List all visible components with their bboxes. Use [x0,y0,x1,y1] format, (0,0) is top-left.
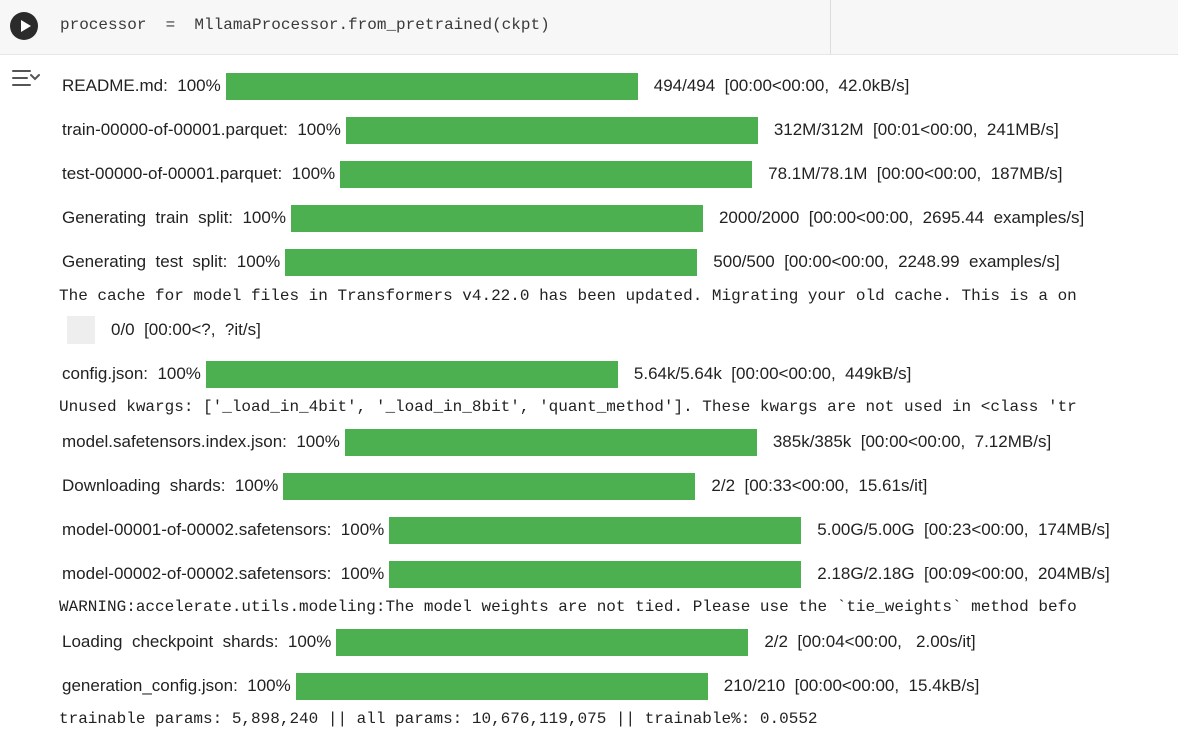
progress-label: Generating test split: 100% [62,252,281,271]
console-message: The cache for model files in Transformer… [59,287,1077,305]
progress-bar-empty [67,316,95,344]
progress-label: test-00000-of-00001.parquet: 100% [62,164,336,183]
progress-label: README.md: 100% [62,76,221,95]
progress-bar [225,72,638,100]
progress-label: model-00001-of-00002.safetensors: 100% [62,520,385,539]
progress-stats: 2.18G/2.18G [00:09<00:00, 204MB/s] [817,564,1110,583]
progress-row: test-00000-of-00001.parquet: 100% 78.1M/… [62,160,1063,188]
progress-label: Generating train split: 100% [62,208,286,227]
progress-row: README.md: 100% 494/494 [00:00<00:00, 42… [62,72,909,100]
progress-row: 0/0 [00:00<?, ?it/s] [67,316,261,344]
progress-stats: 2000/2000 [00:00<00:00, 2695.44 examples… [718,208,1085,227]
progress-bar [205,360,618,388]
progress-row: generation_config.json: 100% 210/210 [00… [62,672,979,700]
progress-label: model-00002-of-00002.safetensors: 100% [62,564,385,583]
progress-bar [389,516,802,544]
progress-label: model.safetensors.index.json: 100% [62,432,340,451]
progress-label: config.json: 100% [62,364,201,383]
progress-stats: 312M/312M [00:01<00:00, 241MB/s] [773,120,1059,139]
progress-row: Loading checkpoint shards: 100% 2/2 [00:… [62,628,976,656]
progress-row: config.json: 100% 5.64k/5.64k [00:00<00:… [62,360,911,388]
trainable-params-output: trainable params: 5,898,240 || all param… [59,710,818,728]
progress-label: Loading checkpoint shards: 100% [62,632,332,651]
progress-bar [295,672,708,700]
progress-row: model-00001-of-00002.safetensors: 100% 5… [62,516,1110,544]
progress-bar [340,160,753,188]
progress-stats: 0/0 [00:00<?, ?it/s] [111,320,261,339]
progress-row: model-00002-of-00002.safetensors: 100% 2… [62,560,1110,588]
progress-row: model.safetensors.index.json: 100% 385k/… [62,428,1051,456]
cell-divider [830,0,831,54]
progress-bar [345,116,758,144]
progress-stats: 2/2 [00:04<00:00, 2.00s/it] [764,632,976,651]
progress-label: generation_config.json: 100% [62,676,291,695]
progress-bar [344,428,757,456]
progress-stats: 78.1M/78.1M [00:00<00:00, 187MB/s] [768,164,1063,183]
progress-stats: 5.64k/5.64k [00:00<00:00, 449kB/s] [633,364,912,383]
console-message: Unused kwargs: ['_load_in_4bit', '_load_… [59,398,1077,416]
progress-stats: 494/494 [00:00<00:00, 42.0kB/s] [653,76,910,95]
progress-label: Downloading shards: 100% [62,476,279,495]
progress-stats: 2/2 [00:33<00:00, 15.61s/it] [711,476,928,495]
progress-row: train-00000-of-00001.parquet: 100% 312M/… [62,116,1059,144]
progress-row: Downloading shards: 100% 2/2 [00:33<00:0… [62,472,927,500]
play-icon [21,20,31,32]
progress-stats: 210/210 [00:00<00:00, 15.4kB/s] [723,676,980,695]
progress-bar [389,560,802,588]
code-editor[interactable]: processor = MllamaProcessor.from_pretrai… [60,16,550,34]
output-toggle-icon[interactable] [10,66,40,92]
progress-label: train-00000-of-00001.parquet: 100% [62,120,341,139]
progress-stats: 385k/385k [00:00<00:00, 7.12MB/s] [772,432,1052,451]
code-cell[interactable]: processor = MllamaProcessor.from_pretrai… [0,0,1178,55]
progress-stats: 5.00G/5.00G [00:23<00:00, 174MB/s] [817,520,1110,539]
progress-stats: 500/500 [00:00<00:00, 2248.99 examples/s… [713,252,1060,271]
progress-bar [283,472,696,500]
progress-bar [285,248,698,276]
progress-row: Generating test split: 100% 500/500 [00:… [62,248,1060,276]
progress-row: Generating train split: 100% 2000/2000 [… [62,204,1084,232]
progress-bar [290,204,703,232]
progress-bar [336,628,749,656]
warning-message: WARNING:accelerate.utils.modeling:The mo… [59,598,1077,616]
run-cell-button[interactable] [10,12,38,40]
